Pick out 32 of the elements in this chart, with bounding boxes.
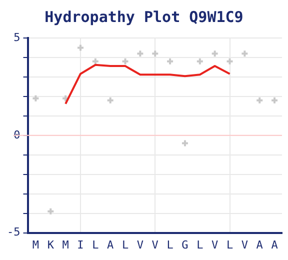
x-tick-label: V [241,238,248,252]
x-tick-label: I [77,238,84,252]
x-tick-label: V [212,238,219,252]
x-tick-label: L [196,238,204,252]
x-tick-label: L [226,238,234,252]
x-tick-label: K [47,238,54,252]
point [32,94,40,102]
point [121,57,130,66]
point [196,57,204,66]
x-tick-label: A [256,238,264,252]
point [106,96,114,104]
chart-title: Hydropathy Plot Q9W1C9 [44,8,244,26]
x-tick-label: L [122,238,129,252]
point [210,50,219,58]
x-tick-label: G [182,238,188,252]
y-tick-label: -5 [6,226,20,239]
x-tick-label: V [152,238,159,252]
x-tick-label: M [32,238,40,252]
point [46,207,55,216]
point [256,96,264,104]
x-tick-label: A [107,238,114,252]
point [151,50,160,58]
point [226,57,234,66]
point [240,50,249,58]
x-tick-label: V [136,238,144,252]
x-tick-label: M [62,238,70,252]
x-tick-label: A [271,238,278,252]
x-tick-label: L [166,238,174,252]
x-tick-label: L [92,238,100,252]
point [136,50,144,58]
point [91,57,100,66]
y-tick-label: 5 [14,30,20,44]
